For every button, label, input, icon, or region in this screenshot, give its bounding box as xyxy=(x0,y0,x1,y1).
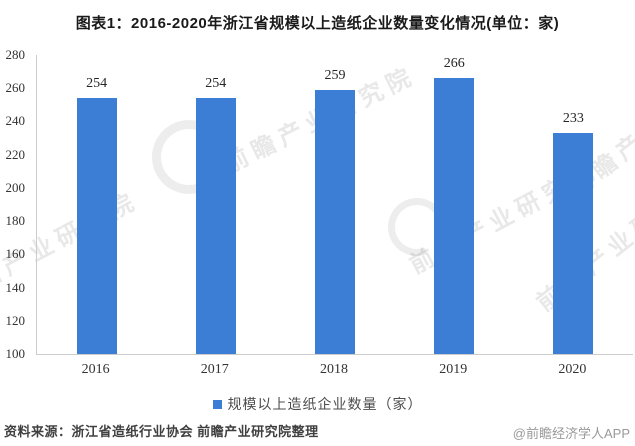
bar-value-label: 259 xyxy=(324,67,346,83)
legend-label: 规模以上造纸企业数量（家） xyxy=(227,396,423,412)
bar-slot: 254 xyxy=(156,55,275,354)
x-tick-label: 2017 xyxy=(200,362,229,377)
y-tick-label: 260 xyxy=(5,80,26,96)
bar-2019 xyxy=(434,78,475,354)
bar-2018 xyxy=(314,89,355,354)
bar-value-label: 254 xyxy=(86,76,108,92)
bar-2016 xyxy=(76,98,117,354)
bar-slot: 254 xyxy=(37,55,156,354)
y-axis: 280 260 240 220 200 180 160 140 120 100 xyxy=(0,47,31,361)
legend: 规模以上造纸企业数量（家） xyxy=(0,394,635,414)
y-tick-label: 280 xyxy=(5,47,26,62)
bar-value-label: 254 xyxy=(205,76,227,92)
source-note: 资料来源：浙江省造纸行业协会 前瞻产业研究院整理 xyxy=(4,424,319,439)
legend-marker-icon xyxy=(212,399,222,409)
y-tick-label: 240 xyxy=(5,113,26,129)
y-tick-label: 140 xyxy=(5,279,26,295)
y-tick-label: 100 xyxy=(5,346,26,361)
bar-series: 254 254 259 266 233 xyxy=(37,55,633,354)
bar-value-label: 233 xyxy=(562,111,584,127)
y-tick-label: 200 xyxy=(5,179,26,195)
bar-slot: 259 xyxy=(275,55,394,354)
bar-2017 xyxy=(195,98,236,354)
x-tick-label: 2020 xyxy=(558,362,587,377)
bar-2020 xyxy=(553,133,594,354)
y-tick-label: 180 xyxy=(5,213,26,229)
y-tick-label: 220 xyxy=(5,146,26,162)
bar-slot: 266 xyxy=(395,55,514,354)
plot-area: 280 260 240 220 200 180 160 140 120 100 254 254 259… xyxy=(6,47,633,361)
credit-note: @前瞻经济学人APP xyxy=(512,426,630,441)
x-axis: 2016 2017 2018 2019 2020 xyxy=(36,362,632,380)
x-tick-label: 2016 xyxy=(81,362,110,377)
x-tick-label: 2018 xyxy=(319,362,348,377)
bar-slot: 233 xyxy=(514,55,633,354)
y-tick-label: 160 xyxy=(5,246,26,262)
x-tick-label: 2019 xyxy=(439,362,468,377)
chart-title: 图表1：2016-2020年浙江省规模以上造纸企业数量变化情况(单位：家) xyxy=(75,15,560,32)
y-tick-label: 120 xyxy=(5,312,26,328)
bar-value-label: 266 xyxy=(443,56,465,72)
